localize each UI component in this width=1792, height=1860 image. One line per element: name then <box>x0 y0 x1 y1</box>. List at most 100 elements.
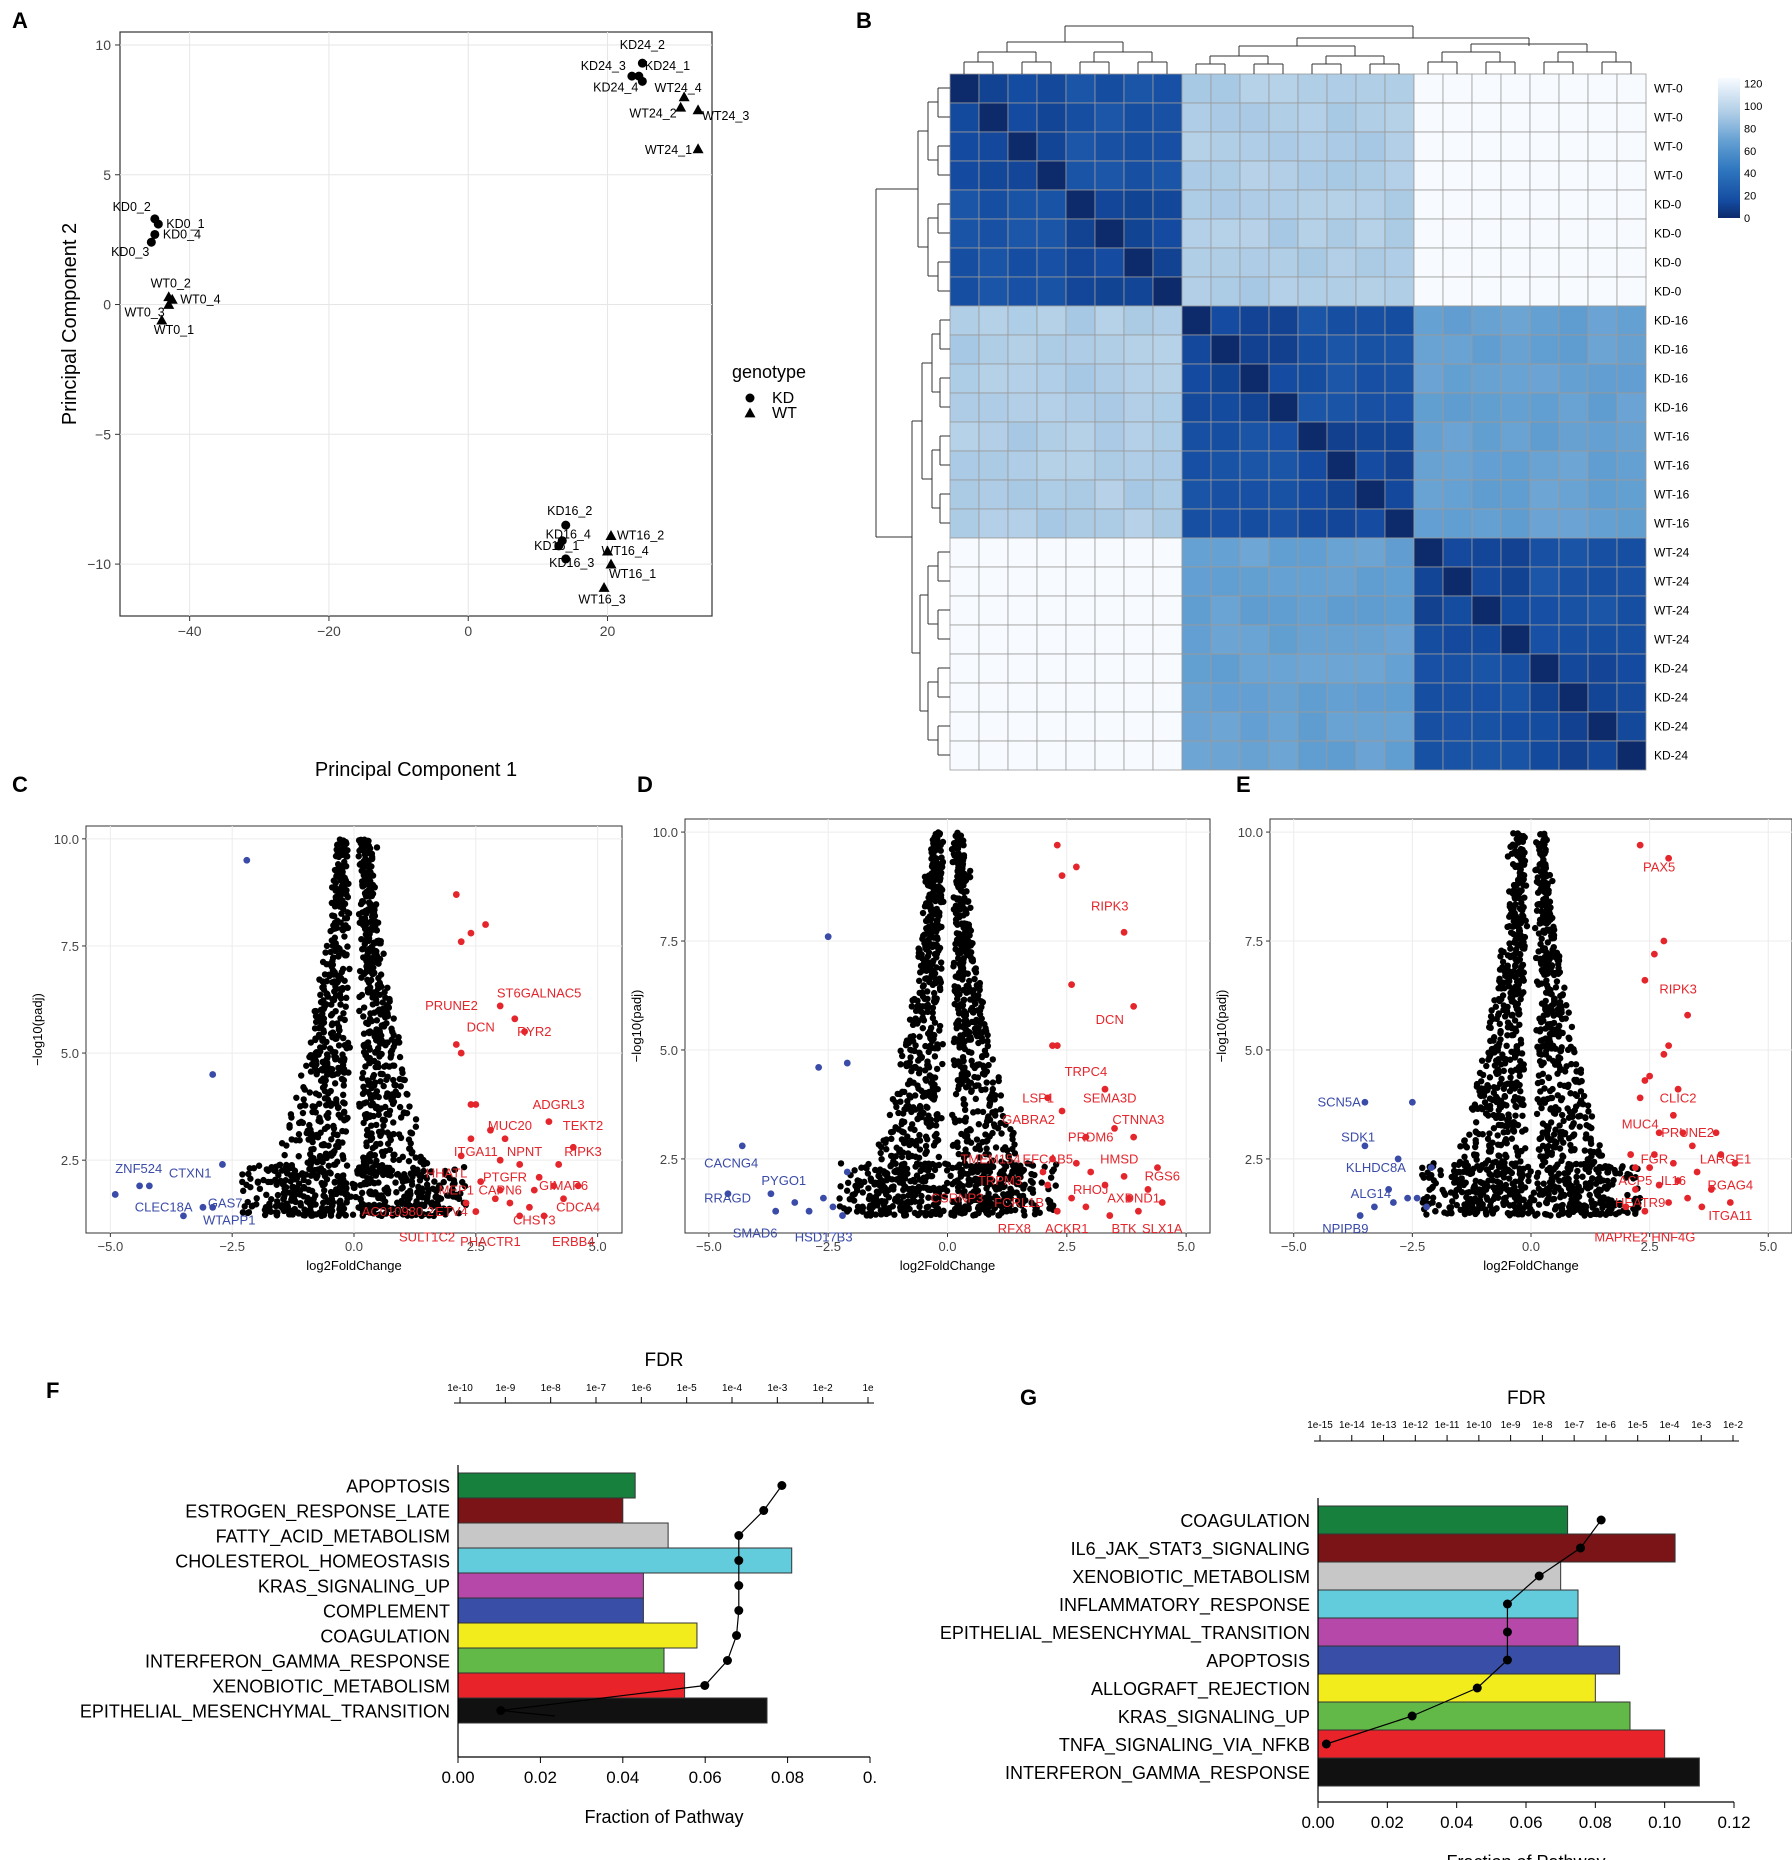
volcano-point-ns <box>966 867 974 875</box>
heatmap-cell <box>1036 624 1067 655</box>
volcano-point-ns <box>1482 1206 1489 1213</box>
heatmap-cell <box>1094 334 1125 365</box>
volcano-point-down <box>219 1161 226 1168</box>
volcano-point-ns <box>1020 1207 1028 1215</box>
heatmap-cell <box>1094 566 1125 597</box>
volcano-point-ns <box>316 1044 324 1051</box>
volcano-point-ns <box>996 1212 1003 1219</box>
volcano-point-ns <box>423 1174 430 1181</box>
heatmap-cell <box>1500 363 1531 394</box>
volcano-point-ns <box>1539 1120 1547 1127</box>
heatmap-cell <box>1152 537 1183 568</box>
volcano-point-ns <box>386 998 393 1005</box>
volcano-point-ns <box>931 1019 939 1026</box>
volcano-point-ns <box>341 933 348 940</box>
heatmap-cell <box>978 189 1009 220</box>
heatmap-cell <box>1239 189 1270 220</box>
volcano-point-ns <box>1537 831 1545 838</box>
heatmap-cell <box>1500 73 1531 104</box>
volcano-point-ns <box>373 948 380 955</box>
volcano-point-ns <box>1538 935 1545 942</box>
volcano-x-tick-label: −2.5 <box>219 1239 245 1254</box>
colorbar-tick-label: 0 <box>1744 213 1750 225</box>
heatmap-cell <box>1123 73 1154 104</box>
heatmap-cell <box>1558 276 1589 307</box>
volcano-point-ns <box>1505 1175 1513 1182</box>
volcano-point-ns <box>873 1188 881 1195</box>
heatmap-cell <box>1529 740 1560 771</box>
volcano-point-ns <box>909 1038 917 1045</box>
volcano-point-ns <box>368 1152 376 1159</box>
volcano-point-ns <box>362 931 370 938</box>
heatmap-cell <box>1355 160 1386 191</box>
volcano-point-ns <box>356 919 363 926</box>
volcano-point-ns <box>976 1161 983 1169</box>
volcano-point-ns <box>342 1003 349 1010</box>
volcano-x-tick-label: 5.0 <box>1759 1239 1777 1254</box>
volcano-point-ns <box>305 1186 313 1194</box>
heatmap-cell <box>1558 537 1589 568</box>
volcano-point-ns <box>1500 1101 1508 1108</box>
volcano-point-down <box>180 1212 187 1220</box>
volcano-point-ns <box>1029 1179 1036 1186</box>
volcano-gene-label-up: LSP1 <box>1022 1090 1054 1105</box>
volcano-point-ns <box>1486 1102 1494 1109</box>
volcano-point-ns <box>978 1053 986 1061</box>
volcano-point-ns <box>1516 837 1523 845</box>
volcano-point-ns <box>432 1193 439 1201</box>
pca-point-label: KD16_1 <box>534 539 579 553</box>
volcano-point-ns <box>329 1029 337 1036</box>
heatmap-cell <box>1210 247 1241 278</box>
heatmap-cell <box>1413 305 1444 336</box>
heatmap-row-label: WT-24 <box>1654 575 1690 589</box>
volcano-point-ns <box>303 1129 310 1137</box>
volcano-point-ns <box>955 1010 963 1017</box>
volcano-point-ns <box>1473 1151 1480 1159</box>
heatmap-cell <box>1413 711 1444 742</box>
heatmap-cell <box>1268 537 1299 568</box>
heatmap-cell <box>1036 363 1067 394</box>
heatmap-cell <box>1442 218 1473 249</box>
volcano-point-ns <box>335 1026 343 1033</box>
volcano-point-ns <box>985 1211 992 1218</box>
heatmap-cell <box>949 218 980 249</box>
heatmap-row-label: WT-16 <box>1654 517 1690 531</box>
volcano-gene-label-up: GABRA2 <box>1002 1112 1055 1127</box>
volcano-point-ns <box>401 1076 408 1084</box>
volcano-point-ns <box>963 1021 970 1029</box>
volcano-point-ns <box>1472 1119 1480 1126</box>
volcano-point-ns <box>1577 1202 1585 1210</box>
volcano-point-ns <box>1514 830 1521 837</box>
heatmap-cell <box>949 160 980 191</box>
volcano-point-ns <box>365 887 372 894</box>
heatmap-cell <box>1326 711 1357 742</box>
volcano-point-ns <box>930 1096 938 1103</box>
heatmap-cell <box>1036 334 1067 365</box>
volcano-point-ns <box>397 1083 404 1090</box>
heatmap-cell <box>1355 595 1386 626</box>
heatmap-cell <box>1616 334 1647 365</box>
volcano-point-ns <box>985 1061 992 1069</box>
heatmap-cell <box>1355 218 1386 249</box>
volcano-point-ns <box>344 893 352 901</box>
volcano-point-ns <box>339 1091 347 1099</box>
volcano-point-up <box>482 921 489 928</box>
heatmap-cell <box>1297 160 1328 191</box>
volcano-point-down <box>829 1203 837 1211</box>
heatmap-cell <box>1355 711 1386 742</box>
volcano-point-ns <box>337 1001 344 1008</box>
volcano-gene-label-up: TEKT2 <box>563 1118 603 1133</box>
heatmap-cell <box>978 711 1009 742</box>
volcano-point-ns <box>340 1034 347 1042</box>
heatmap-cell <box>1500 218 1531 249</box>
volcano-point-ns <box>393 1210 400 1218</box>
volcano-point-ns <box>1473 1156 1480 1163</box>
dendrogram-branch <box>1238 45 1356 56</box>
dendrogram-branch <box>1195 63 1226 74</box>
volcano-point-ns <box>412 1123 420 1130</box>
volcano-gene-label-up: PRDM6 <box>1068 1129 1114 1144</box>
volcano-point-up <box>1039 1168 1047 1176</box>
heatmap-cell <box>1297 276 1328 307</box>
heatmap-cell <box>1413 160 1444 191</box>
